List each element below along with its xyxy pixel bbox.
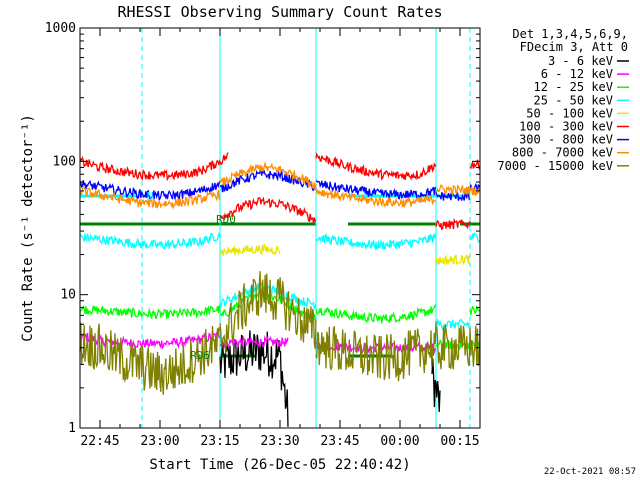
series-line xyxy=(219,330,289,427)
series-line xyxy=(79,232,221,250)
flag-label-rd6: RD6 xyxy=(190,349,210,362)
series-line xyxy=(315,152,437,181)
y-tick-label: 1 xyxy=(68,421,76,436)
series-line xyxy=(219,335,289,349)
series-line xyxy=(435,317,471,331)
series-line xyxy=(469,305,481,316)
x-tick-label: 22:45 xyxy=(80,434,119,449)
y-axis-label: Count Rate (s⁻¹ detector⁻¹) xyxy=(20,114,36,342)
series-line xyxy=(79,330,221,350)
series-line xyxy=(431,358,441,413)
series-line xyxy=(79,322,221,395)
series-50-100keV xyxy=(219,243,471,267)
series-line xyxy=(219,196,317,224)
legend-label: 50 - 100 keV xyxy=(526,106,613,120)
flag-labels: N RD0 RD6 xyxy=(147,190,236,362)
x-tick-label: 23:45 xyxy=(320,434,359,449)
series-line xyxy=(79,152,229,182)
series-line xyxy=(219,281,317,311)
legend-label: 6 - 12 keV xyxy=(541,67,613,81)
x-tick-label: 23:00 xyxy=(140,434,179,449)
legend-label: 800 - 7000 keV xyxy=(512,146,613,160)
y-tick-label: 1000 xyxy=(45,21,76,36)
series-line xyxy=(219,160,317,190)
timestamp: 22-Oct-2021 08:57 xyxy=(544,467,636,477)
chart-title: RHESSI Observing Summary Count Rates xyxy=(117,3,442,21)
series-100-300keV xyxy=(79,152,481,230)
legend-label: 12 - 25 keV xyxy=(534,80,613,94)
series-line xyxy=(219,243,281,258)
legend-label: 7000 - 15000 keV xyxy=(497,159,613,173)
legend-header-line: FDecim 3, Att 0 xyxy=(520,40,628,54)
series-line xyxy=(315,320,437,382)
legend-label: 25 - 50 keV xyxy=(534,93,613,107)
legend-label: 3 - 6 keV xyxy=(548,54,613,68)
series-line xyxy=(219,271,317,354)
series-line xyxy=(315,304,437,324)
legend: Det 1,3,4,5,6,9, FDecim 3, Att 0 3 - 6 k… xyxy=(497,27,629,173)
flag-label-rd0: RD0 xyxy=(216,213,236,226)
series-line xyxy=(435,254,471,267)
series-800-7000keV xyxy=(79,160,481,211)
series-25-50keV xyxy=(79,231,481,331)
series-line xyxy=(79,179,221,202)
legend-label: 300 - 800 keV xyxy=(519,133,613,147)
series-line xyxy=(435,184,481,197)
legend-label: 100 - 300 keV xyxy=(519,120,613,134)
series-line xyxy=(469,231,481,243)
y-tick-label: 10 xyxy=(60,288,76,303)
x-tick-label: 00:00 xyxy=(380,434,419,449)
flag-label-night: N xyxy=(147,190,154,203)
series-line xyxy=(315,188,437,209)
y-axis: 1 10 100 1000 xyxy=(45,21,480,436)
series-7000-15000keV xyxy=(79,271,481,395)
series-line xyxy=(435,324,481,370)
series-3-6keV xyxy=(219,330,441,427)
x-axis-label: Start Time (26-Dec-05 22:40:42) xyxy=(149,457,410,473)
x-tick-label: 23:30 xyxy=(260,434,299,449)
series-line xyxy=(79,186,221,211)
data-series xyxy=(79,152,481,427)
legend-header-line: Det 1,3,4,5,6,9, xyxy=(512,27,628,41)
series-line xyxy=(469,159,481,170)
x-tick-label: 00:15 xyxy=(440,434,479,449)
series-line xyxy=(435,217,471,230)
series-line xyxy=(315,232,437,251)
y-tick-label: 100 xyxy=(53,154,76,169)
series-line xyxy=(79,304,221,320)
x-tick-label: 23:15 xyxy=(200,434,239,449)
series-line xyxy=(315,180,437,200)
x-axis: 22:45 23:00 23:15 23:30 23:45 00:00 00:15 xyxy=(79,28,481,449)
